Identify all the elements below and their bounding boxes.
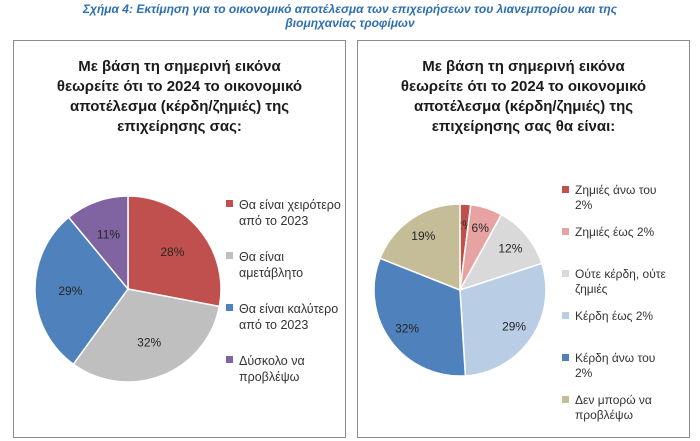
legend-label-line: Δύσκολο να <box>239 354 305 368</box>
pie-data-label: 32% <box>395 321 419 335</box>
pie-data-label: 29% <box>502 320 526 334</box>
legend-swatch <box>562 354 569 361</box>
figure-title-line: βιομηχανίας τροφίμων <box>285 16 415 30</box>
chart-title-line: θεωρείτε ότι το 2024 το οικονομικό <box>400 78 647 95</box>
legend-label: Δεν μπορώ να προβλέψω <box>575 393 652 423</box>
chart-title-line: Με βάση τη σημερινή εικόνα <box>422 58 625 75</box>
chart-title-line: Με βάση τη σημερινή εικόνα <box>78 58 281 75</box>
legend-label-line: Κέρδη άνω του <box>575 351 656 365</box>
legend-label: Θα είναι χειρότερο από το 2023 <box>239 197 341 229</box>
pie-data-label: 19% <box>411 229 435 243</box>
legend-label-line: προβλέψω <box>239 370 300 384</box>
legend-label: Κέρδη άνω του 2% <box>575 351 655 381</box>
legend-label-line: από το 2023 <box>239 318 309 332</box>
pie-slice <box>67 195 129 292</box>
chart-title: Με βάση τη σημερινή εικόνα θεωρείτε ότι … <box>358 57 689 137</box>
legend-label-line: Ζημιές έως 2% <box>575 225 655 239</box>
pie-slice <box>459 262 547 377</box>
legend-label: Κέρδη έως 2% <box>575 309 653 324</box>
legend-label: Δύσκολο να προβλέψω <box>239 353 305 385</box>
chart-title: Με βάση τη σημερινή εικόνα θεωρείτε ότι … <box>14 57 345 137</box>
pie-data-label: 12% <box>498 241 522 255</box>
pie-data-label: 28% <box>160 245 184 259</box>
chart-title-line: επιχείρησης σας θα είναι: <box>431 118 616 135</box>
legend-swatch <box>562 228 569 235</box>
figure-title: Σχήμα 4: Εκτίμηση για το οικονομικό αποτ… <box>0 2 700 30</box>
legend-label-line: Ζημιές άνω του <box>575 183 657 197</box>
legend-swatch <box>226 252 233 259</box>
pie-data-label: 29% <box>58 284 82 298</box>
legend-label: Θα είναι καλύτερο από το 2023 <box>239 301 338 333</box>
pie-slice <box>373 257 467 377</box>
legend-label-line: από το 2023 <box>239 214 309 228</box>
pie-slice <box>72 288 221 383</box>
pie-data-label: 32% <box>137 336 161 350</box>
figure-title-line: Σχήμα 4: Εκτίμηση για το οικονομικό αποτ… <box>82 2 618 16</box>
legend-label-line: προβλέψω <box>575 408 633 422</box>
legend-label-line: ζημιές <box>575 282 608 296</box>
chart-panel-left: Με βάση τη σημερινή εικόνα θεωρείτε ότι … <box>13 40 346 438</box>
chart-panel-right: Με βάση τη σημερινή εικόνα θεωρείτε ότι … <box>357 40 690 438</box>
pie-slice <box>458 213 543 292</box>
chart-title-line: θεωρείτε ότι το 2024 το οικονομικό <box>56 78 303 95</box>
legend-label-line: Κέρδη έως 2% <box>575 309 654 323</box>
legend-label-line: Θα είναι χειρότερο <box>239 198 341 212</box>
legend-swatch <box>226 200 233 207</box>
pie-slice <box>379 203 461 292</box>
pie-chart-right: 2%6%12%29%32%19% <box>373 203 547 377</box>
pie-slice <box>34 216 129 366</box>
legend-label-line: Δεν μπορώ να <box>575 393 652 407</box>
legend-label: Ζημιές άνω του 2% <box>575 183 657 213</box>
pie-data-label: 6% <box>472 221 490 235</box>
legend-label-line: Θα είναι <box>239 250 285 264</box>
legend-swatch <box>562 186 569 193</box>
chart-title-line: αποτέλεσμα (κέρδη/ζημιές) της <box>413 98 634 115</box>
legend-swatch <box>226 304 233 311</box>
pie-chart-left: 28% 32% 29% 11% <box>34 195 222 383</box>
legend-label: Ούτε κέρδη, ούτε ζημιές <box>575 267 666 297</box>
legend-swatch <box>562 270 569 277</box>
legend-label-line: αμετάβλητο <box>239 266 304 280</box>
chart-title-line: επιχείρησης σας: <box>117 118 242 135</box>
legend-label-line: 2% <box>575 366 593 380</box>
pie-data-label: 11% <box>97 228 120 242</box>
legend-swatch <box>562 396 569 403</box>
legend-label: Θα είναι αμετάβλητο <box>239 249 303 281</box>
legend-label: Ζημιές έως 2% <box>575 225 654 240</box>
legend-label-line: 2% <box>575 198 593 212</box>
legend-label-line: Θα είναι καλύτερο <box>239 302 339 316</box>
pie-slice <box>127 195 222 308</box>
legend-label-line: Ούτε κέρδη, ούτε <box>575 267 666 281</box>
legend-swatch <box>562 312 569 319</box>
legend-swatch <box>226 356 233 363</box>
chart-title-line: αποτέλεσμα (κέρδη/ζημιές) της <box>69 98 290 115</box>
